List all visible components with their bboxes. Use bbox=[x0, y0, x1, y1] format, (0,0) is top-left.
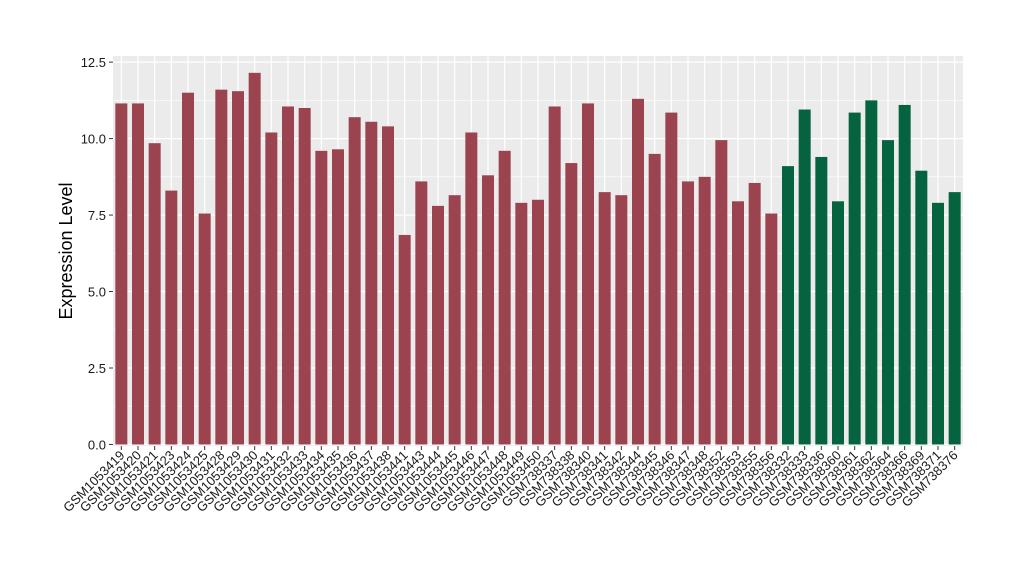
bar bbox=[198, 213, 211, 445]
y-tick-label: 2.5 bbox=[88, 361, 106, 376]
bar bbox=[282, 106, 294, 445]
bar bbox=[765, 213, 778, 445]
bar bbox=[882, 140, 894, 445]
bar bbox=[948, 192, 961, 445]
bars bbox=[115, 72, 961, 445]
bar bbox=[682, 181, 694, 445]
bar bbox=[582, 103, 594, 445]
bar bbox=[398, 234, 411, 445]
bar bbox=[598, 192, 611, 445]
x-axis: GSM1053419GSM1053420GSM1053421GSM1053423… bbox=[60, 446, 961, 515]
y-axis: 0.0 2.5 5.0 7.5 10.0 12.5 bbox=[81, 55, 113, 452]
bar bbox=[932, 202, 944, 445]
bar bbox=[165, 190, 178, 445]
y-axis-label: Expression Level bbox=[56, 182, 76, 319]
bar bbox=[548, 106, 561, 445]
bar bbox=[898, 104, 911, 445]
bar bbox=[665, 112, 678, 445]
bar bbox=[215, 89, 228, 445]
bar bbox=[232, 91, 244, 445]
bar bbox=[348, 117, 361, 445]
bar bbox=[632, 98, 644, 445]
bar bbox=[732, 201, 744, 445]
y-tick-label: 7.5 bbox=[88, 208, 106, 223]
bar bbox=[415, 181, 428, 445]
y-tick-label: 5.0 bbox=[88, 285, 106, 300]
bar bbox=[382, 126, 394, 445]
bar bbox=[115, 103, 128, 445]
bar bbox=[182, 92, 194, 445]
bar bbox=[465, 132, 478, 445]
bar bbox=[332, 149, 344, 445]
y-tick-label: 0.0 bbox=[88, 437, 106, 452]
bar bbox=[482, 175, 494, 445]
bar bbox=[132, 103, 144, 445]
bar bbox=[148, 143, 161, 445]
bar bbox=[265, 132, 278, 445]
bar bbox=[748, 182, 761, 445]
bar bbox=[915, 170, 928, 445]
bar bbox=[832, 201, 844, 445]
bar bbox=[715, 140, 728, 445]
bar bbox=[532, 199, 544, 445]
bar bbox=[865, 100, 878, 445]
y-tick-label: 10.0 bbox=[81, 132, 106, 147]
bar bbox=[648, 153, 661, 445]
bar bbox=[798, 109, 811, 445]
bar bbox=[498, 150, 511, 445]
bar bbox=[698, 176, 711, 445]
bar bbox=[365, 121, 378, 445]
bar bbox=[815, 156, 828, 445]
bar bbox=[315, 150, 328, 445]
bar bbox=[615, 195, 628, 445]
bar bbox=[248, 72, 261, 445]
bar bbox=[782, 166, 794, 445]
bar bbox=[298, 108, 311, 445]
bar bbox=[515, 202, 528, 445]
bar bbox=[848, 112, 861, 445]
bar bbox=[448, 195, 461, 445]
y-tick-label: 12.5 bbox=[81, 55, 106, 70]
bar bbox=[432, 205, 444, 445]
bar bbox=[565, 163, 578, 445]
